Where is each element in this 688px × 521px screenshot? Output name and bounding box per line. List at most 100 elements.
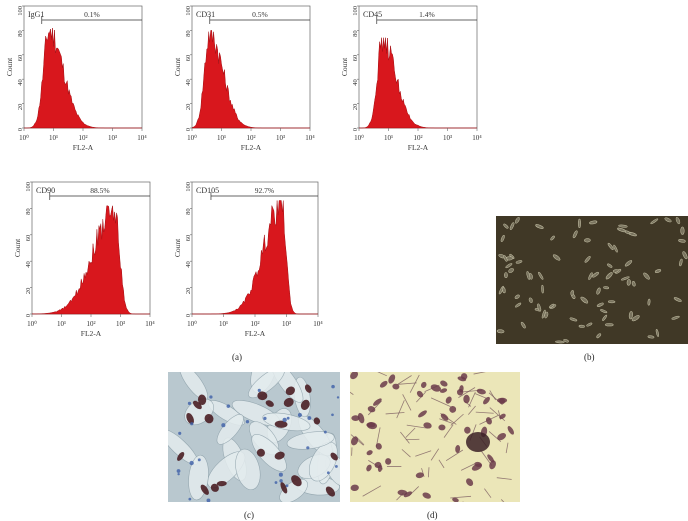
y-tick-label: 40 [185, 261, 192, 268]
histogram-svg: 0 20 40 60 80 100 10⁰ 10¹ 10² 10³ 10⁴ FL2-A Count CD3… [173, 5, 315, 152]
blue-nucleus [334, 464, 338, 468]
y-tick-label: 100 [352, 6, 359, 16]
cell [671, 315, 680, 320]
stained-nucleus [192, 400, 202, 410]
cell-body [248, 372, 285, 399]
stained-nucleus [313, 417, 321, 425]
x-tick-label: 10⁴ [313, 320, 323, 328]
stained-cell [440, 380, 448, 387]
micrograph-background [496, 216, 688, 344]
stained-cell [385, 458, 392, 465]
cell [528, 297, 533, 303]
cell-body [235, 448, 261, 491]
stained-cell [392, 383, 400, 390]
cell-process [439, 418, 453, 424]
x-tick-label: 10⁰ [187, 320, 197, 328]
cell [647, 335, 655, 339]
stained-nucleus [216, 480, 227, 487]
y-tick-label: 100 [25, 182, 32, 192]
blue-nucleus [189, 460, 194, 466]
x-tick-label: 10¹ [57, 320, 66, 328]
histogram-cd105: 0 20 40 60 80 100 10⁰ 10¹ 10² 10³ 10⁴ FL2-A Count CD1… [173, 180, 326, 340]
cell [583, 238, 591, 243]
cell-process [475, 411, 494, 414]
cell-process [484, 488, 492, 498]
blue-nucleus [209, 395, 213, 399]
blue-nucleus [190, 422, 194, 426]
x-axis-label: FL2-A [245, 329, 266, 338]
cell [515, 302, 522, 308]
marker-label: CD90 [36, 186, 55, 195]
micrograph-d [350, 372, 520, 502]
cell-process [438, 459, 445, 469]
cell-cluster [466, 432, 490, 452]
y-tick-label: 40 [352, 79, 359, 86]
stained-nucleus [285, 386, 296, 396]
stained-nucleus [274, 420, 288, 428]
panel-label-c: (c) [244, 510, 254, 520]
stained-cell [415, 472, 424, 479]
stained-nucleus [325, 486, 336, 497]
cell [589, 220, 598, 225]
cell [544, 311, 549, 319]
stained-cell [499, 413, 506, 420]
x-axis-label: FL2-A [408, 143, 429, 152]
stained-cell [507, 426, 514, 435]
cell [550, 235, 555, 241]
cell [520, 321, 526, 329]
cell-process [377, 372, 387, 377]
blue-nucleus [187, 401, 192, 405]
micrograph-c [168, 372, 340, 502]
histogram-area [192, 200, 318, 315]
stained-nucleus [197, 394, 207, 406]
y-tick-label: 60 [25, 235, 32, 242]
x-tick-label: 10⁰ [354, 134, 364, 142]
x-axis-label: FL2-A [241, 143, 262, 152]
gate-percent-label: 0.1% [84, 10, 100, 19]
cell [586, 322, 593, 327]
cell [626, 279, 631, 286]
x-tick-label: 10³ [116, 320, 125, 328]
y-tick-label: 0 [25, 314, 32, 317]
cell [675, 217, 681, 225]
blue-nucleus [178, 431, 182, 435]
stained-nucleus [256, 448, 265, 457]
x-tick-label: 10¹ [49, 134, 58, 142]
cell [563, 339, 569, 343]
histogram-cd45: 0 20 40 60 80 100 10⁰ 10¹ 10² 10³ 10⁴ FL2-A Count CD4… [340, 4, 485, 154]
cell-process [402, 394, 412, 411]
cell-process [409, 374, 420, 393]
cell [612, 269, 619, 273]
cell [505, 263, 513, 269]
histogram-igg1: 0 20 40 60 80 100 10⁰ 10¹ 10² 10³ 10⁴ FL2-A Count IgG… [5, 4, 150, 154]
stained-cell [471, 463, 482, 471]
cell [526, 271, 531, 280]
cell-process [362, 485, 382, 497]
blue-nucleus [188, 497, 192, 501]
cell-process [500, 499, 505, 502]
cell-process [496, 477, 512, 480]
blue-nucleus [331, 413, 334, 417]
blue-nucleus [306, 446, 310, 450]
cell [643, 272, 650, 280]
marker-label: IgG1 [28, 10, 44, 19]
stained-nucleus [291, 475, 302, 487]
cell [679, 258, 683, 267]
gate-percent-label: 1.4% [419, 10, 435, 19]
histogram-svg: 0 20 40 60 80 100 10⁰ 10¹ 10² 10³ 10⁴ FL2-A Count IgG… [5, 5, 147, 152]
cell [541, 284, 544, 294]
cell-process [450, 413, 464, 426]
cell-process [443, 424, 454, 438]
stained-nucleus [274, 451, 285, 460]
cell [515, 260, 523, 264]
cell [535, 224, 544, 229]
stained-cell [379, 380, 388, 388]
cell-process [430, 448, 440, 461]
stained-cell [449, 405, 457, 413]
y-tick-label: 80 [352, 30, 359, 37]
x-tick-label: 10¹ [384, 134, 393, 142]
stained-cell [374, 461, 382, 469]
stained-cell [366, 450, 373, 456]
cell-process [480, 449, 493, 466]
cell [664, 217, 672, 223]
